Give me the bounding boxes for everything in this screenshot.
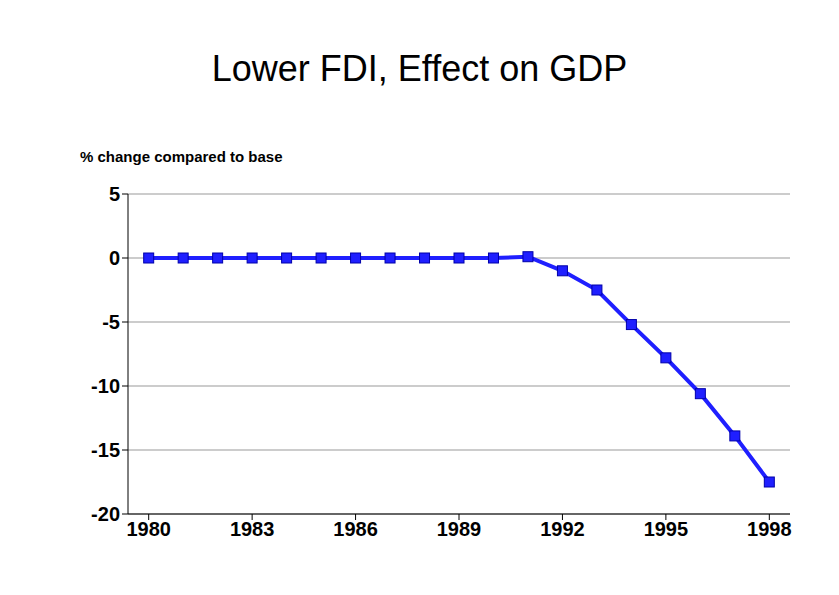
svg-text:-20: -20	[91, 503, 120, 525]
svg-text:1983: 1983	[230, 518, 275, 540]
svg-text:1980: 1980	[126, 518, 171, 540]
svg-text:1995: 1995	[644, 518, 689, 540]
html-text:Lower FDI, Effect on GDP: Lower FDI, Effect on GDP	[211, 48, 628, 89]
svg-text:1986: 1986	[333, 518, 378, 540]
svg-text:-15: -15	[91, 439, 120, 461]
svg-text:-10: -10	[91, 375, 120, 397]
html-text:% change compared to base: % change compared to base	[80, 148, 283, 165]
svg-text:1992: 1992	[540, 518, 585, 540]
svg-text:-5: -5	[102, 311, 120, 333]
svg-text:1998: 1998	[747, 518, 792, 540]
svg-text:0: 0	[109, 247, 120, 269]
svg-text:1989: 1989	[437, 518, 482, 540]
svg-text:5: 5	[109, 183, 120, 205]
